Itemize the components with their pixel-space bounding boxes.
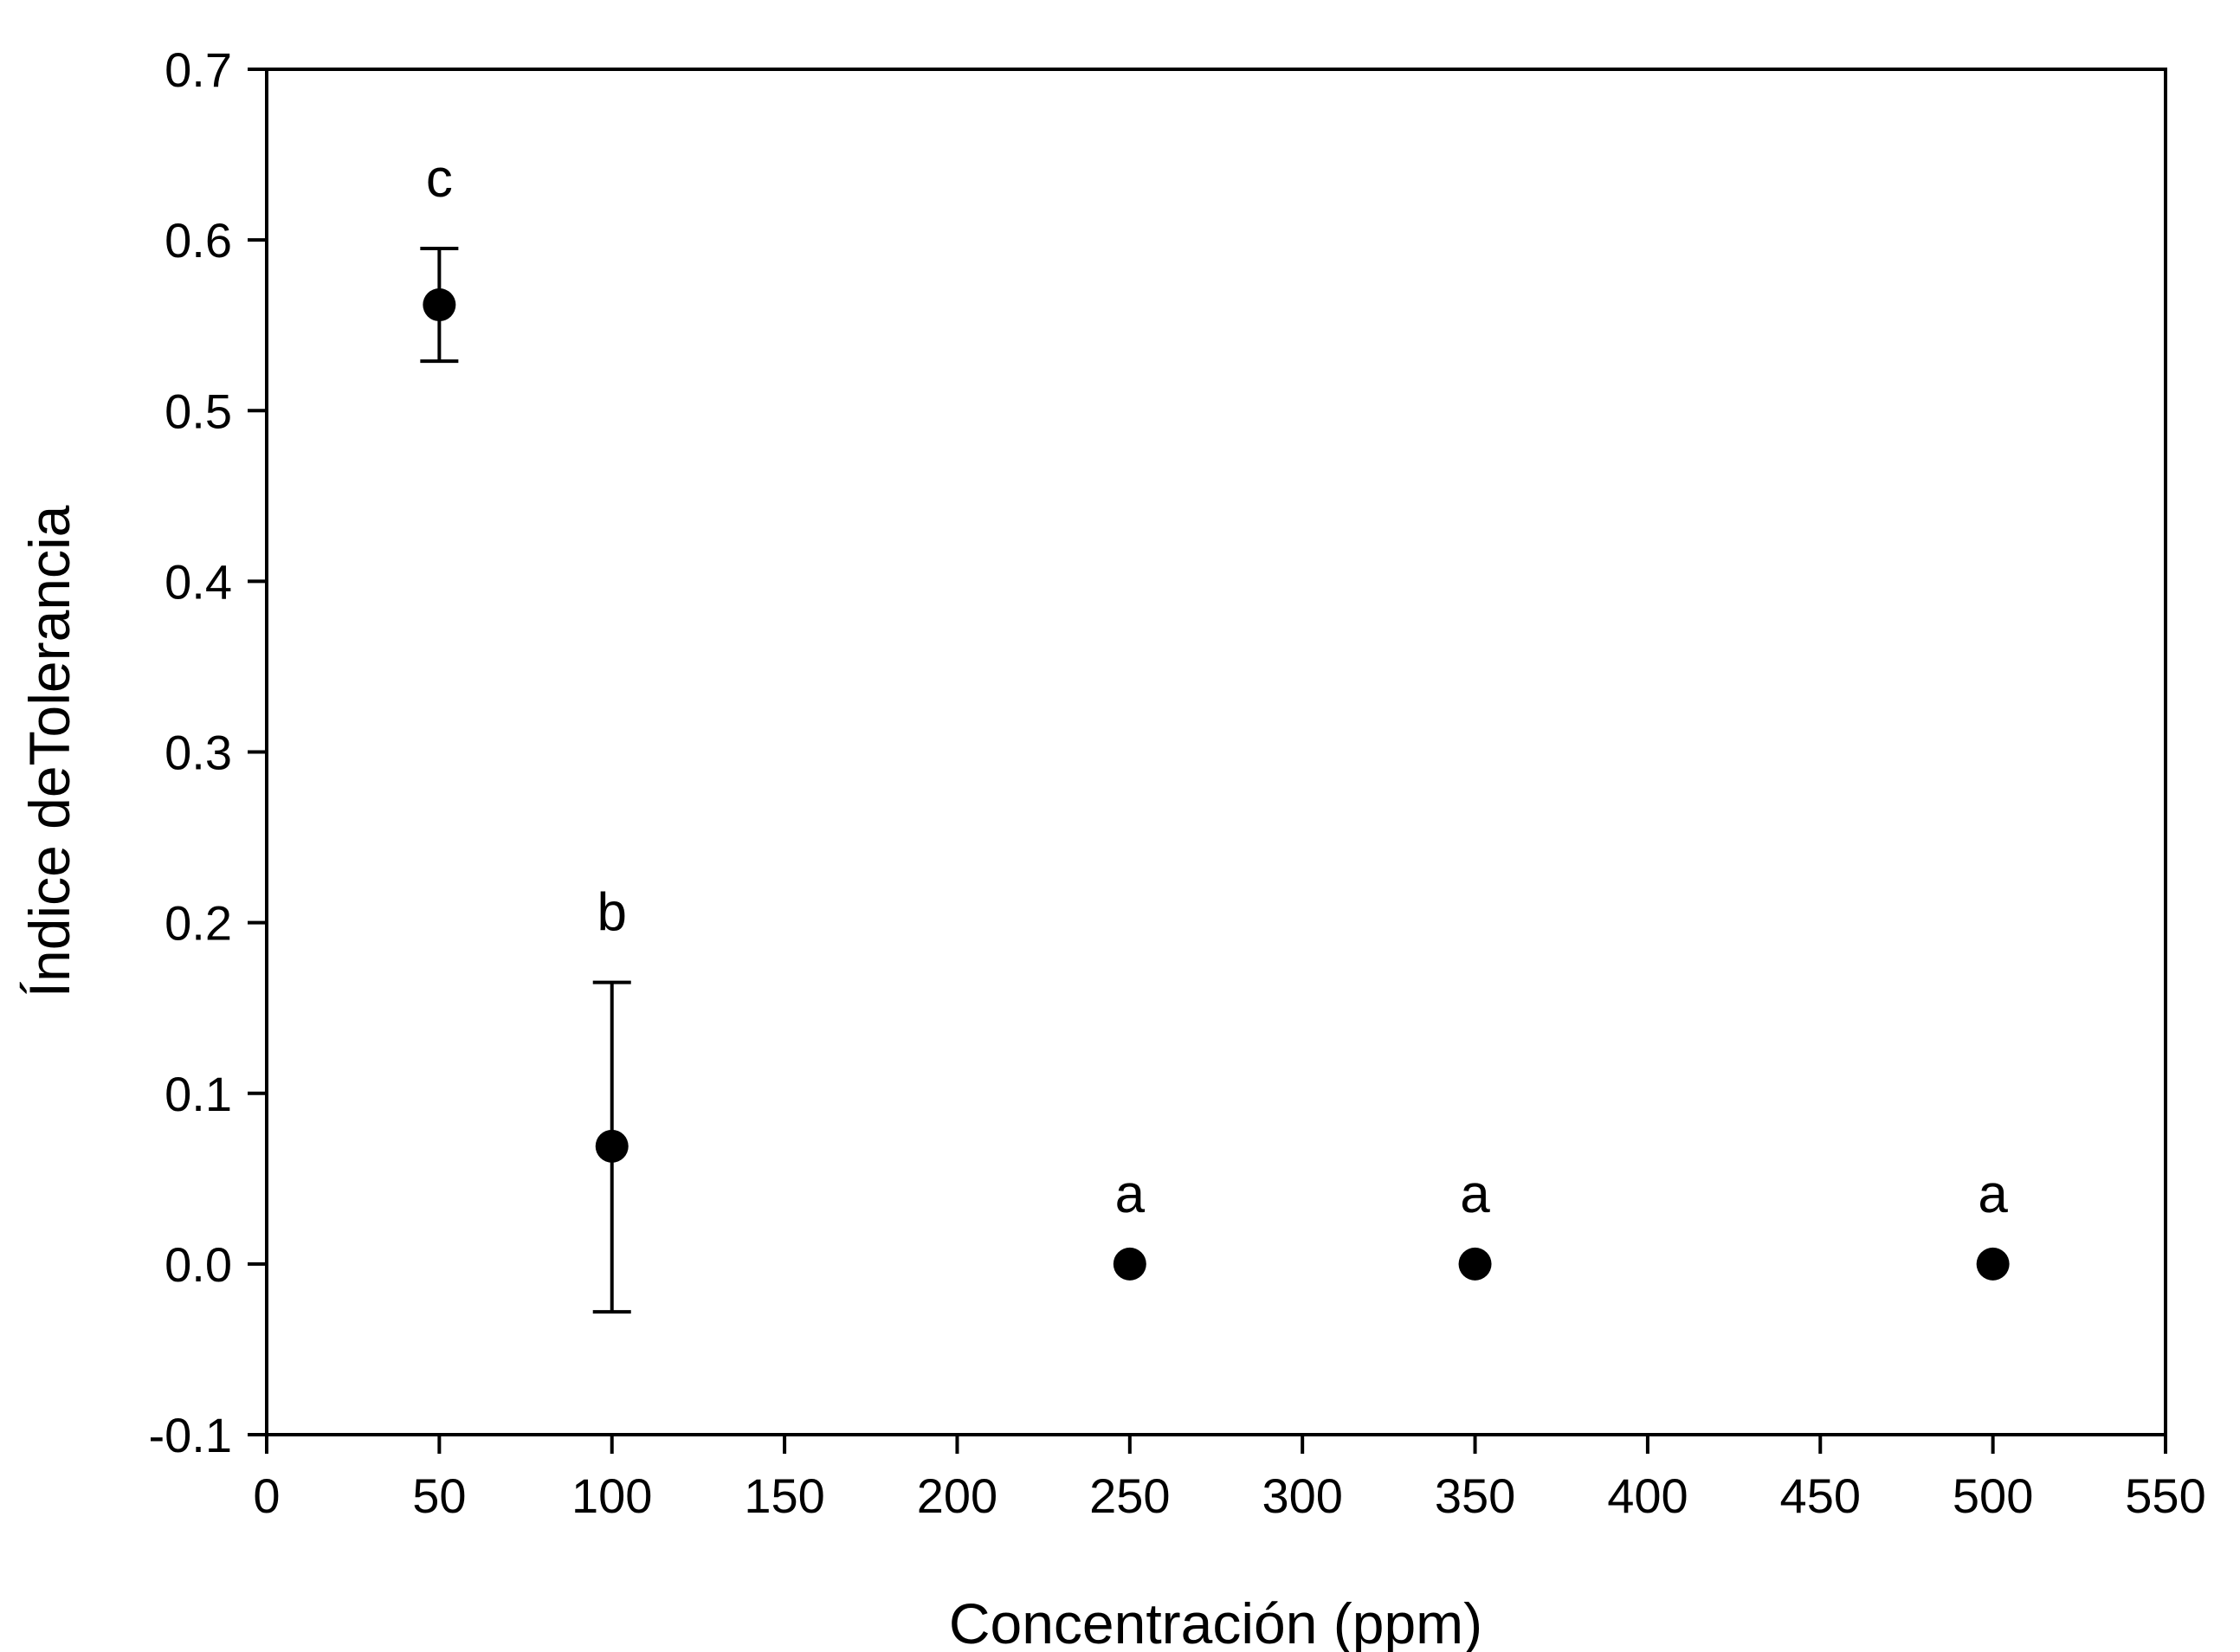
y-tick-label-6: 0.5 <box>165 384 232 438</box>
x-tick-label-8: 400 <box>1607 1468 1688 1523</box>
plot-frame <box>265 68 2167 1436</box>
x-tick-label-5: 250 <box>1089 1468 1170 1523</box>
x-tick-label-10: 500 <box>1953 1468 2033 1523</box>
data-point-1 <box>595 1129 629 1163</box>
data-point-4 <box>1976 1247 2010 1281</box>
x-tick-label-11: 550 <box>2125 1468 2205 1523</box>
x-tick-label-7: 350 <box>1435 1468 1515 1523</box>
x-tick-label-3: 150 <box>744 1468 824 1523</box>
data-point-2 <box>1113 1247 1146 1281</box>
significance-label-3: a <box>1460 1165 1490 1224</box>
x-axis: 0 50 100 150 200 250 300 350 400 450 500 550 <box>253 1435 2206 1523</box>
x-tick-label-6: 300 <box>1262 1468 1342 1523</box>
y-tick-label-3: 0.2 <box>165 896 232 951</box>
y-tick-label-5: 0.4 <box>165 554 232 609</box>
data-point-0 <box>423 288 456 322</box>
x-tick-label-0: 0 <box>253 1468 280 1523</box>
y-tick-label-1: 0.0 <box>165 1237 232 1292</box>
y-tick-label-2: 0.1 <box>165 1067 232 1121</box>
y-tick-label-8: 0.7 <box>165 42 232 97</box>
y-tick-label-7: 0.6 <box>165 213 232 268</box>
x-tick-label-9: 450 <box>1780 1468 1861 1523</box>
x-tick-label-4: 200 <box>917 1468 997 1523</box>
y-tick-label-0: -0.1 <box>149 1408 233 1462</box>
y-axis: -0.1 0.0 0.1 0.2 0.3 0.4 0.5 0.6 0.7 <box>149 42 267 1462</box>
significance-label-1: b <box>597 883 626 943</box>
significance-label-0: c <box>426 149 453 209</box>
data-points <box>423 288 2010 1281</box>
y-axis-title: Índice deTolerancia <box>17 505 81 997</box>
y-tick-label-4: 0.3 <box>165 726 232 780</box>
significance-labels: c b a a a <box>426 149 2009 1224</box>
significance-label-2: a <box>1115 1165 1146 1224</box>
data-point-3 <box>1458 1247 1492 1281</box>
x-tick-label-2: 100 <box>571 1468 652 1523</box>
x-axis-title: Concentración (ppm) <box>949 1591 1482 1652</box>
significance-label-4: a <box>1978 1165 2008 1224</box>
x-tick-label-1: 50 <box>412 1468 466 1523</box>
